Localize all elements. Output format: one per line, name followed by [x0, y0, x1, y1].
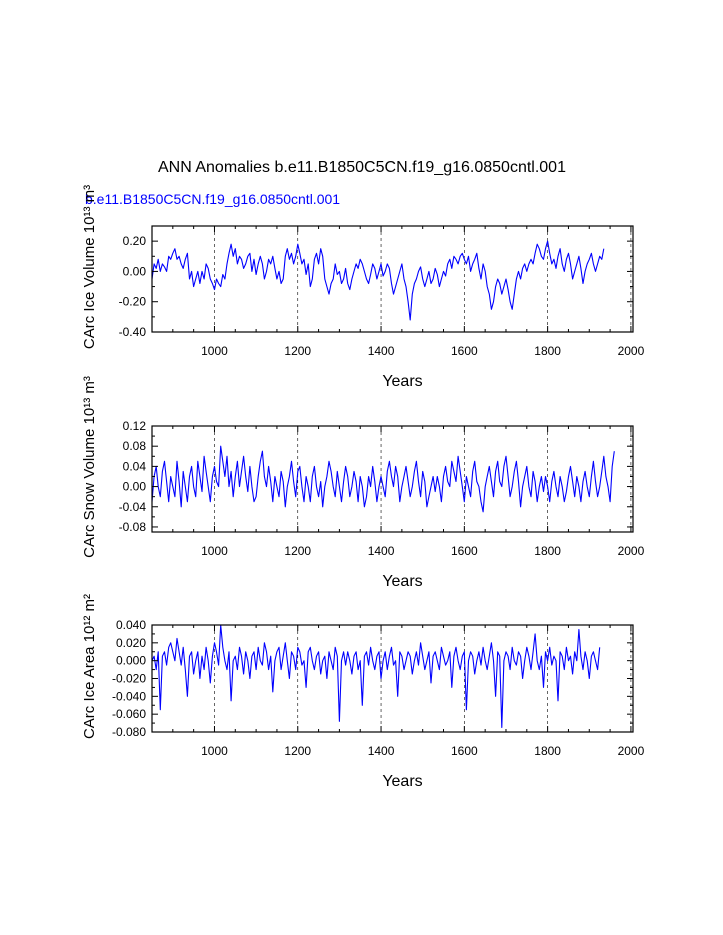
x-tick-label: 1600 [451, 744, 478, 758]
chart-panels: 1000 1200 1400 1600 1800 2000 -0.40 -0.20 0.00 0.… [81, 185, 645, 790]
y-tick-label: 0.00 [123, 264, 147, 278]
y-axis-label: CArc Ice Volume 10¹³ m³ [81, 185, 98, 349]
y-tick-label: 0.08 [123, 439, 147, 453]
x-tick-label: 1200 [284, 544, 311, 558]
x-tick-label: 1000 [201, 544, 228, 558]
y-tick-label: 0.12 [123, 419, 147, 433]
y-tick-label: -0.020 [112, 672, 146, 686]
y-tick-label: -0.40 [119, 325, 147, 339]
x-tick-label: 1600 [451, 344, 478, 358]
data-series-line [151, 445, 615, 513]
x-tick-label: 1000 [201, 344, 228, 358]
plot-frame [151, 225, 634, 333]
x-tick-label: 1800 [534, 744, 561, 758]
x-tick-label: 2000 [618, 744, 645, 758]
x-tick-label: 1400 [368, 544, 395, 558]
data-series-line [151, 240, 605, 321]
x-axis-label: Years [382, 573, 422, 590]
y-axis-label: CArc Snow Volume 10¹³ m³ [81, 376, 98, 558]
x-tick-label: 1800 [534, 344, 561, 358]
x-tick-label: 1400 [368, 744, 395, 758]
y-tick-label: -0.20 [119, 295, 147, 309]
page-title: ANN Anomalies b.e11.B1850C5CN.f19_g16.08… [158, 159, 566, 176]
y-tick-label: 0.04 [123, 459, 147, 473]
x-axis-label: Years [382, 373, 422, 390]
x-tick-label: 1000 [201, 744, 228, 758]
x-tick-label: 2000 [618, 344, 645, 358]
y-tick-label: -0.04 [119, 500, 147, 514]
chart-panel-1: 1000 1200 1400 1600 1800 2000 -0.40 -0.20 0.00 0.… [81, 185, 645, 390]
y-tick-label: -0.040 [112, 689, 146, 703]
y-tick-label: 0.040 [116, 618, 146, 632]
y-tick-label: 0.20 [123, 234, 147, 248]
x-tick-label: 2000 [618, 544, 645, 558]
y-tick-label: -0.060 [112, 707, 146, 721]
plot-frame [151, 624, 634, 733]
y-axis-label: CArc Ice Area 10¹² m² [81, 594, 98, 739]
y-tick-label: 0.020 [116, 636, 146, 650]
data-series-line [151, 624, 601, 729]
chart-panel-3: 1000 1200 1400 1600 1800 2000 -0.080 -0.060 -0.0… [81, 594, 645, 790]
x-tick-label: 1800 [534, 544, 561, 558]
x-tick-label: 1600 [451, 544, 478, 558]
x-tick-label: 1200 [284, 744, 311, 758]
y-tick-label: 0.000 [116, 654, 146, 668]
y-tick-label: -0.08 [119, 520, 147, 534]
run-label: b.e11.B1850C5CN.f19_g16.0850cntl.001 [85, 191, 340, 207]
x-axis-label: Years [382, 773, 422, 790]
chart-panel-2: 1000 1200 1400 1600 1800 2000 -0.08 -0.04 0.00 0.… [81, 376, 645, 590]
x-tick-label: 1200 [284, 344, 311, 358]
x-tick-label: 1400 [368, 344, 395, 358]
plot-frame [151, 425, 634, 533]
y-tick-label: -0.080 [112, 725, 146, 739]
y-tick-label: 0.00 [123, 480, 147, 494]
